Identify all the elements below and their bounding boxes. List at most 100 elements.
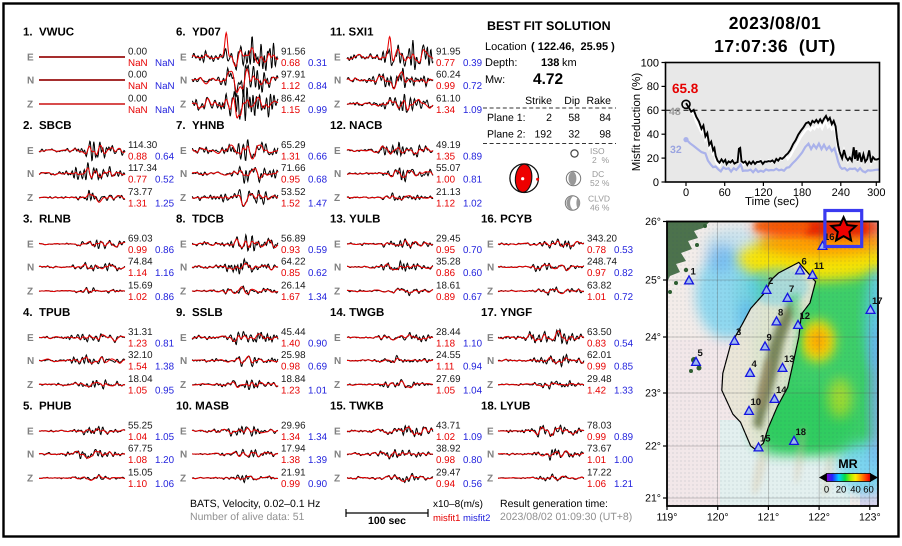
svg-text:1.67: 1.67: [281, 292, 300, 303]
svg-text:1.01: 1.01: [308, 386, 327, 397]
svg-text:17. YNGF: 17. YNGF: [481, 307, 532, 319]
svg-text:N: N: [27, 356, 34, 367]
svg-text:192: 192: [534, 129, 552, 141]
svg-text:0.67: 0.67: [463, 292, 482, 303]
svg-text:2: 2: [546, 112, 552, 124]
svg-text:32: 32: [568, 129, 580, 141]
svg-text:E: E: [27, 146, 34, 157]
svg-text:300: 300: [867, 187, 885, 199]
svg-text:1.04: 1.04: [463, 386, 483, 397]
svg-text:Z: Z: [180, 100, 186, 111]
svg-text:misfit2: misfit2: [463, 513, 490, 524]
svg-text:35.28: 35.28: [436, 257, 461, 268]
svg-text:0.59: 0.59: [308, 245, 327, 256]
svg-text:98: 98: [599, 129, 611, 141]
svg-text:0.31: 0.31: [308, 58, 327, 69]
svg-text:4.72: 4.72: [533, 71, 563, 88]
svg-text:62.01: 62.01: [587, 350, 612, 361]
svg-text:MR: MR: [838, 457, 857, 471]
svg-text:73.67: 73.67: [587, 444, 612, 455]
svg-text:0: 0: [683, 187, 689, 199]
svg-text:60: 60: [863, 485, 874, 496]
svg-text:32.10: 32.10: [128, 350, 153, 361]
svg-text:1.42: 1.42: [587, 386, 606, 397]
svg-text:E: E: [487, 240, 494, 251]
svg-text:0.90: 0.90: [308, 479, 328, 490]
svg-text:0.86: 0.86: [436, 268, 456, 279]
svg-text:CLVD: CLVD: [588, 194, 610, 204]
svg-text:1.18: 1.18: [436, 339, 456, 350]
svg-text:1.04: 1.04: [128, 432, 148, 443]
svg-text:80: 80: [647, 81, 659, 93]
svg-text:1.08: 1.08: [128, 455, 148, 466]
svg-text:100 sec: 100 sec: [368, 515, 406, 527]
svg-text:1.31: 1.31: [281, 152, 300, 163]
svg-text:N: N: [180, 76, 187, 87]
svg-text:Z: Z: [180, 287, 186, 298]
svg-text:64.22: 64.22: [281, 257, 306, 268]
svg-text:23°: 23°: [645, 388, 661, 400]
svg-text:1.14: 1.14: [128, 268, 148, 279]
svg-text:2023/08/02 01:09:30 (UT+8): 2023/08/02 01:09:30 (UT+8): [500, 511, 632, 523]
svg-text:BEST FIT SOLUTION: BEST FIT SOLUTION: [487, 19, 611, 33]
svg-text:22°: 22°: [645, 441, 661, 453]
svg-text:1.23: 1.23: [128, 339, 148, 350]
svg-text:NaN: NaN: [155, 81, 175, 92]
svg-text:14: 14: [776, 385, 787, 396]
svg-text:0.69: 0.69: [308, 362, 327, 373]
svg-text:1.54: 1.54: [128, 362, 148, 373]
svg-text:0.62: 0.62: [308, 268, 327, 279]
svg-text:NaN: NaN: [128, 105, 148, 116]
svg-text:17.94: 17.94: [281, 444, 306, 455]
svg-text:N: N: [334, 356, 341, 367]
svg-text:240: 240: [832, 187, 850, 199]
svg-text:1.00: 1.00: [436, 175, 456, 186]
svg-text:45.44: 45.44: [281, 327, 306, 338]
svg-text:0.95: 0.95: [436, 245, 456, 256]
svg-text:2. SBCB: 2. SBCB: [23, 120, 72, 132]
svg-text:NaN: NaN: [155, 105, 175, 116]
svg-text:38.92: 38.92: [436, 444, 461, 455]
svg-text:( 122.46, 25.95 ): ( 122.46, 25.95 ): [531, 41, 615, 53]
svg-text:km: km: [562, 57, 577, 69]
svg-text:15. TWKB: 15. TWKB: [330, 401, 384, 413]
svg-text:misfit1: misfit1: [433, 513, 460, 524]
svg-text:2 %: 2 %: [592, 155, 609, 165]
svg-text:0.00: 0.00: [128, 70, 148, 81]
svg-text:1.05: 1.05: [436, 386, 456, 397]
svg-text:0.89: 0.89: [614, 432, 633, 443]
svg-text:60: 60: [647, 105, 659, 117]
svg-text:1.52: 1.52: [281, 199, 300, 210]
svg-text:0.85: 0.85: [281, 268, 301, 279]
svg-text:0.99: 0.99: [587, 362, 606, 373]
svg-text:0.68: 0.68: [308, 175, 328, 186]
svg-text:27.69: 27.69: [436, 374, 461, 385]
svg-text:Z: Z: [27, 100, 33, 111]
svg-text:8: 8: [778, 308, 783, 319]
svg-text:55.25: 55.25: [128, 421, 153, 432]
svg-text:Misfit reduction (%): Misfit reduction (%): [631, 73, 643, 172]
svg-text:1.06: 1.06: [587, 479, 607, 490]
svg-text:32: 32: [670, 144, 682, 156]
svg-text:Depth:: Depth:: [485, 57, 517, 69]
svg-text:E: E: [487, 333, 494, 344]
svg-text:NaN: NaN: [128, 58, 148, 69]
svg-text:0.54: 0.54: [614, 339, 634, 350]
svg-text:0.86: 0.86: [155, 245, 175, 256]
svg-text:Z: Z: [334, 100, 340, 111]
svg-text:1.35: 1.35: [436, 152, 456, 163]
svg-text:3: 3: [736, 327, 741, 338]
svg-text:15.69: 15.69: [128, 281, 153, 292]
svg-text:73.77: 73.77: [128, 187, 153, 198]
svg-text:Z: Z: [334, 380, 340, 391]
svg-text:E: E: [27, 333, 34, 344]
svg-text:0.85: 0.85: [614, 362, 634, 373]
svg-text:28.44: 28.44: [436, 327, 461, 338]
svg-text:21.13: 21.13: [436, 187, 461, 198]
svg-text:122°: 122°: [808, 512, 830, 524]
svg-text:Dip: Dip: [564, 95, 580, 107]
svg-text:18.04: 18.04: [128, 374, 153, 385]
svg-text:Z: Z: [180, 193, 186, 204]
svg-text:121°: 121°: [758, 512, 780, 524]
svg-text:0.94: 0.94: [436, 479, 456, 490]
